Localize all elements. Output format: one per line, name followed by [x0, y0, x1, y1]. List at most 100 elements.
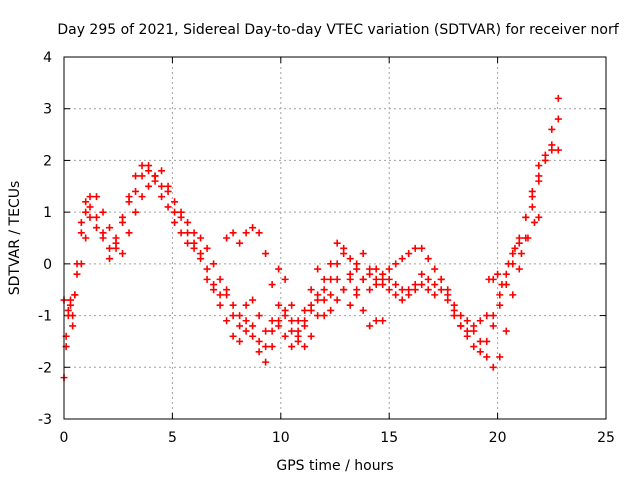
data-point — [99, 208, 107, 216]
data-point — [444, 296, 452, 304]
data-point — [307, 286, 315, 294]
data-point — [463, 317, 471, 325]
data-point — [64, 306, 72, 314]
data-point — [249, 322, 257, 330]
data-point — [69, 322, 77, 330]
data-point — [281, 275, 289, 283]
data-point — [268, 327, 276, 335]
data-point — [476, 337, 484, 345]
data-point — [359, 250, 367, 258]
data-point — [268, 317, 276, 325]
data-point — [77, 229, 85, 237]
data-point — [171, 198, 179, 206]
data-point — [340, 244, 348, 252]
x-tick-label: 5 — [168, 430, 177, 446]
data-point — [411, 244, 419, 252]
data-point — [288, 301, 296, 309]
data-point — [145, 182, 153, 190]
data-point — [496, 291, 504, 299]
data-point — [242, 229, 250, 237]
y-tick-label: 2 — [43, 153, 52, 169]
data-point — [236, 322, 244, 330]
data-point — [333, 239, 341, 247]
data-point — [93, 224, 101, 232]
data-point — [431, 291, 439, 299]
data-point — [190, 229, 198, 237]
data-point — [73, 270, 81, 278]
data-point — [281, 312, 289, 320]
data-point — [483, 353, 491, 361]
data-point — [535, 213, 543, 221]
data-point — [424, 255, 432, 263]
data-point — [314, 312, 322, 320]
x-tick-label: 15 — [380, 430, 398, 446]
data-point — [249, 332, 257, 340]
data-point — [431, 281, 439, 289]
data-point — [398, 286, 406, 294]
data-point — [320, 312, 328, 320]
data-point — [320, 286, 328, 294]
data-point — [229, 312, 237, 320]
data-point — [524, 234, 532, 242]
data-point — [249, 224, 257, 232]
data-point — [184, 239, 192, 247]
series-track-e — [485, 213, 543, 289]
data-point — [145, 162, 153, 170]
data-point — [262, 250, 270, 258]
data-point — [327, 306, 335, 314]
data-point — [511, 244, 519, 252]
data-point — [223, 317, 231, 325]
data-point — [379, 281, 387, 289]
data-point — [392, 281, 400, 289]
data-point — [353, 286, 361, 294]
data-point — [496, 301, 504, 309]
data-point — [483, 337, 491, 345]
data-point — [327, 291, 335, 299]
data-point — [158, 182, 166, 190]
data-point — [489, 363, 497, 371]
data-point — [437, 286, 445, 294]
data-point — [210, 260, 218, 268]
data-point — [333, 260, 341, 268]
data-point — [327, 275, 335, 283]
data-point — [509, 250, 517, 258]
data-point — [229, 229, 237, 237]
data-point — [502, 327, 510, 335]
data-point — [255, 312, 263, 320]
data-point — [77, 260, 85, 268]
y-tick-label: -1 — [38, 309, 52, 325]
data-point — [548, 146, 556, 154]
data-point — [236, 312, 244, 320]
data-point — [301, 343, 309, 351]
data-point — [333, 296, 341, 304]
data-point — [346, 301, 354, 309]
data-point — [138, 193, 146, 201]
data-point — [86, 193, 94, 201]
data-point — [353, 260, 361, 268]
series-track-d — [223, 224, 387, 330]
data-point — [203, 244, 211, 252]
x-tick-label: 10 — [272, 430, 290, 446]
data-point — [106, 244, 114, 252]
data-point — [236, 239, 244, 247]
data-point — [223, 234, 231, 242]
data-point — [112, 244, 120, 252]
data-point — [171, 208, 179, 216]
data-point — [359, 306, 367, 314]
x-tick-label: 25 — [597, 430, 615, 446]
data-point — [489, 275, 497, 283]
data-point — [216, 301, 224, 309]
data-point — [262, 327, 270, 335]
data-point — [119, 250, 127, 258]
data-point — [517, 250, 525, 258]
data-point — [314, 265, 322, 273]
data-point — [418, 281, 426, 289]
data-point — [69, 312, 77, 320]
data-point — [535, 162, 543, 170]
data-point — [294, 332, 302, 340]
data-point — [99, 229, 107, 237]
data-point — [268, 343, 276, 351]
data-point — [301, 306, 309, 314]
data-point — [437, 275, 445, 283]
series-track-b — [60, 115, 562, 382]
